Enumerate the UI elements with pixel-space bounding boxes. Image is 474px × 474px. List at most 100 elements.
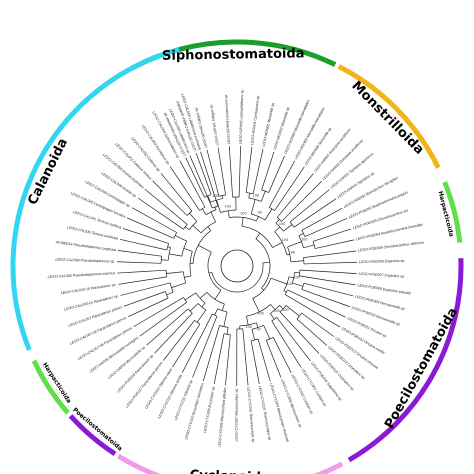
branch-line bbox=[303, 282, 354, 297]
tip-label: LEGO-CAL035 Temora turbinata bbox=[67, 225, 119, 240]
branch-line bbox=[117, 250, 162, 257]
support-value: 100 bbox=[257, 312, 263, 316]
branch-line bbox=[184, 292, 197, 301]
tip-label: LEGO-CAL051 Calanus sinicus bbox=[114, 142, 152, 181]
tip-label: LEGO-POE006 Ergasilus sp. bbox=[359, 259, 405, 264]
tip-label: LEGO-POE007 Ergasilus sp. bbox=[359, 272, 406, 279]
branch-line bbox=[119, 239, 167, 251]
branch-line bbox=[264, 208, 273, 221]
branch-arc bbox=[229, 216, 257, 222]
branch-line bbox=[261, 287, 264, 291]
branch-line bbox=[171, 282, 186, 288]
branch-line bbox=[283, 224, 293, 232]
branch-arc bbox=[165, 270, 168, 277]
tree-branches bbox=[117, 146, 357, 387]
support-value: 100 bbox=[246, 325, 252, 329]
tip-label: LEGO-HAR03 Tigriopus japonicus bbox=[330, 152, 375, 190]
branch-line bbox=[285, 305, 300, 317]
branch-line bbox=[206, 149, 220, 197]
branch-line bbox=[185, 157, 205, 198]
clade-arc bbox=[68, 414, 117, 456]
branch-arc bbox=[252, 278, 272, 299]
clade-label: Monstrilloida bbox=[348, 78, 426, 157]
branch-arc bbox=[266, 337, 274, 341]
branch-line bbox=[117, 269, 167, 274]
branch-arc bbox=[246, 304, 271, 317]
branch-line bbox=[290, 260, 304, 263]
branch-line bbox=[223, 311, 228, 327]
tip-label: LEGO-CAL066 Pseudodiaptomus marinus bbox=[47, 271, 115, 279]
tip-label: LEGO-POE013 Oncaea venusta bbox=[334, 336, 378, 370]
branch-line bbox=[144, 188, 188, 225]
clade-arc bbox=[31, 359, 70, 415]
branch-arc bbox=[183, 297, 188, 303]
branch-line bbox=[199, 292, 208, 299]
branch-line bbox=[189, 213, 198, 222]
branch-arc bbox=[183, 224, 188, 230]
branch-line bbox=[293, 198, 337, 228]
branch-line bbox=[214, 308, 218, 316]
tip-label: LEGO-MON01 Cymbasoma sp. bbox=[250, 95, 260, 146]
branch-line bbox=[213, 333, 225, 384]
branch-line bbox=[122, 228, 169, 244]
branch-line bbox=[208, 271, 212, 274]
tip-label: LEGO-SIPH05 Lepeophtheirus sp. bbox=[239, 89, 245, 144]
branch-arc bbox=[270, 305, 280, 314]
branch-line bbox=[281, 180, 323, 222]
branch-line bbox=[255, 232, 261, 240]
branch-line bbox=[200, 151, 219, 207]
branch-line bbox=[251, 329, 255, 341]
branch-line bbox=[286, 253, 290, 256]
tip-label: LEGO-POE014 Corycaeus sp. bbox=[327, 345, 366, 380]
support-value: 100 bbox=[225, 205, 231, 209]
branch-line bbox=[246, 316, 249, 326]
branch-arc bbox=[251, 213, 266, 221]
branch-arc bbox=[165, 291, 169, 299]
branch-line bbox=[120, 282, 171, 296]
branch-line bbox=[189, 303, 199, 312]
branch-line bbox=[270, 304, 276, 310]
tip-label: LEGO-CAL068 Pseudodiaptomus sp. bbox=[55, 258, 115, 264]
branch-arc bbox=[192, 230, 211, 264]
branch-line bbox=[161, 259, 169, 261]
branch-line bbox=[283, 290, 287, 293]
branch-line bbox=[274, 166, 305, 211]
support-value: 100 bbox=[279, 222, 285, 226]
support-value: 100 bbox=[274, 309, 280, 313]
branch-line bbox=[252, 148, 264, 194]
branch-arc bbox=[211, 262, 264, 293]
tip-label: LEGO-CYC005 Thermocyclops sp. bbox=[258, 386, 272, 442]
branch-arc bbox=[255, 238, 271, 289]
branch-arc bbox=[271, 317, 277, 322]
branch-line bbox=[214, 289, 222, 300]
tip-label: LEGO-CAL050 Acartia erythraea bbox=[102, 153, 145, 190]
branch-line bbox=[301, 312, 335, 337]
support-value: 100 bbox=[301, 238, 307, 242]
branch-arc bbox=[284, 289, 288, 295]
branch-line bbox=[276, 317, 311, 362]
support-value: 98 bbox=[291, 251, 295, 255]
branch-line bbox=[272, 242, 283, 248]
branch-line bbox=[118, 276, 167, 285]
branch-line bbox=[169, 166, 200, 211]
branch-arc bbox=[199, 206, 206, 211]
branch-arc bbox=[287, 246, 292, 262]
branch-line bbox=[275, 219, 280, 224]
branch-line bbox=[312, 228, 352, 242]
branch-line bbox=[303, 261, 357, 265]
branch-line bbox=[167, 246, 171, 248]
clade-arcs bbox=[10, 39, 464, 474]
support-value: 100 bbox=[294, 275, 300, 279]
branch-line bbox=[270, 277, 287, 285]
branch-line bbox=[227, 210, 230, 218]
branch-arc bbox=[289, 221, 295, 228]
branch-arc bbox=[205, 209, 217, 215]
branch-line bbox=[292, 282, 304, 287]
branch-line bbox=[257, 338, 271, 382]
tip-label: AF380019 Pseudodiaptomus poplesia bbox=[55, 240, 117, 252]
branch-line bbox=[210, 211, 216, 223]
root-circle bbox=[220, 249, 254, 283]
branch-line bbox=[152, 180, 188, 216]
clade-label: Siphonostomatoida bbox=[162, 46, 305, 63]
